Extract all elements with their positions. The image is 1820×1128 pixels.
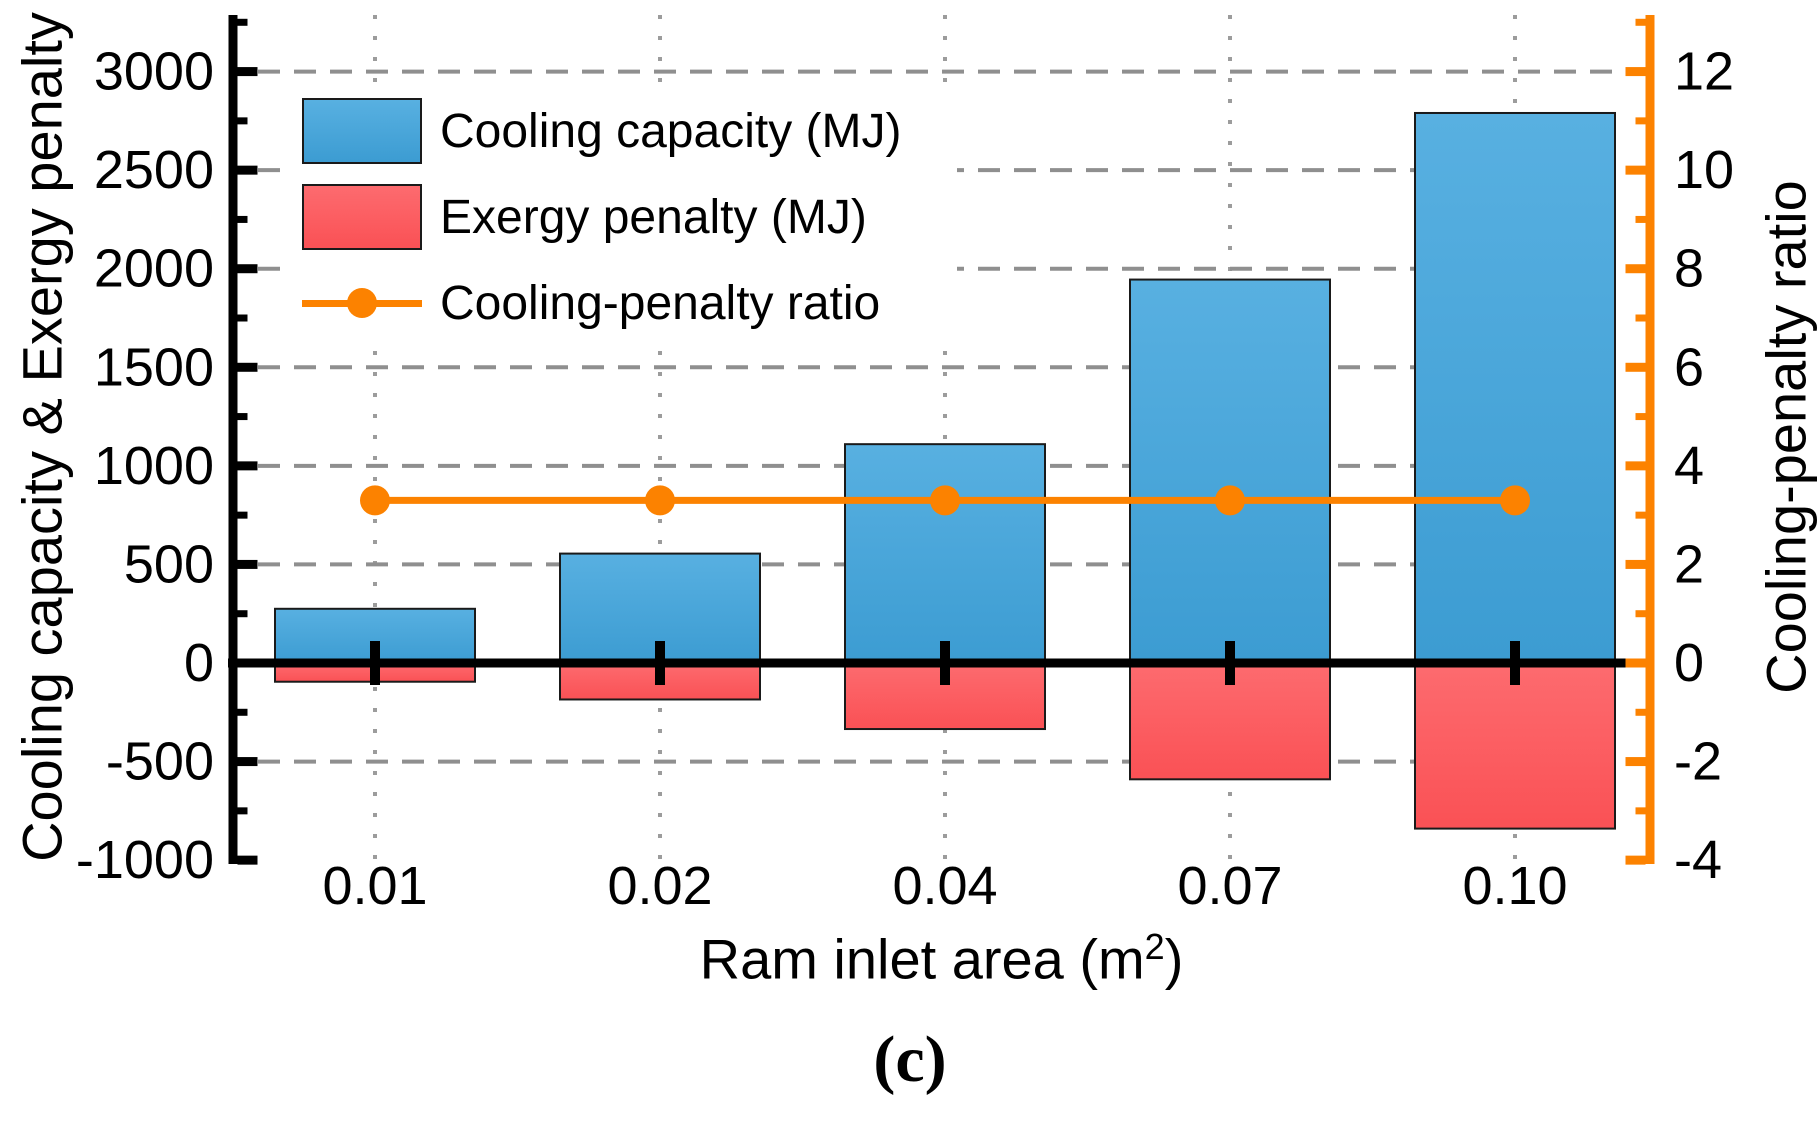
- figure-caption: (c): [873, 1023, 947, 1096]
- left-major-tick: [237, 461, 258, 471]
- x-tick-label: 0.07: [1177, 856, 1282, 916]
- legend: Cooling capacity (MJ) Exergy penalty (MJ…: [288, 84, 958, 350]
- left-major-tick: [237, 165, 258, 175]
- blue-bar-swatch-icon: [302, 98, 422, 164]
- right-major-tick: [1625, 559, 1646, 569]
- right-major-tick: [1625, 362, 1646, 372]
- left-tick-label: 1000: [94, 436, 214, 496]
- right-tick-label: 8: [1674, 239, 1704, 299]
- left-major-tick: [237, 67, 258, 77]
- right-major-tick: [1625, 461, 1646, 471]
- right-major-tick: [1625, 165, 1646, 175]
- ratio-point: [645, 485, 675, 516]
- left-minor-tick: [237, 215, 248, 223]
- x-axis-title-close: ): [1164, 927, 1184, 991]
- left-tick-label: 500: [124, 534, 214, 594]
- x-tick-label: 0.02: [607, 856, 712, 916]
- right-axis-title: Cooling-penalty ratio: [1754, 180, 1818, 694]
- x-axis-title-text: Ram inlet area (m: [699, 927, 1145, 991]
- right-major-tick: [1625, 757, 1646, 767]
- bar-cooling-capacity: [1129, 278, 1331, 664]
- right-minor-tick: [1635, 413, 1646, 421]
- left-major-tick: [237, 757, 258, 767]
- bar-cooling-capacity: [1414, 111, 1616, 665]
- right-tick-label: 2: [1674, 534, 1704, 594]
- right-tick-label: 6: [1674, 337, 1704, 397]
- x-axis-title: Ram inlet area (m2): [233, 926, 1650, 992]
- x-category-tick: [1510, 641, 1520, 685]
- ratio-point: [1215, 485, 1245, 516]
- ratio-point: [1500, 485, 1530, 516]
- left-major-tick: [237, 264, 258, 274]
- right-minor-tick: [1635, 117, 1646, 125]
- x-category-tick: [655, 641, 665, 685]
- left-minor-tick: [237, 18, 248, 26]
- x-category-tick: [1225, 641, 1235, 685]
- left-minor-tick: [237, 314, 248, 322]
- left-tick-label: 0: [184, 633, 214, 693]
- right-tick-label: 4: [1674, 436, 1704, 496]
- right-minor-tick: [1635, 511, 1646, 519]
- right-tick-label: -2: [1674, 732, 1722, 792]
- right-axis-spine: [1645, 15, 1655, 864]
- right-minor-tick: [1635, 314, 1646, 322]
- bar-exergy-penalty: [1414, 662, 1616, 830]
- right-tick-label: 10: [1674, 140, 1734, 200]
- right-minor-tick: [1635, 807, 1646, 815]
- x-tick-label: 0.04: [892, 856, 997, 916]
- right-minor-tick: [1635, 610, 1646, 618]
- bar-cooling-capacity: [844, 443, 1046, 664]
- x-axis-title-superscript: 2: [1144, 926, 1165, 967]
- left-major-tick: [237, 559, 258, 569]
- right-tick-label: 0: [1674, 633, 1704, 693]
- legend-item-cooling-capacity: Cooling capacity (MJ): [302, 98, 901, 164]
- right-tick-label: -4: [1674, 830, 1722, 890]
- right-major-tick: [1625, 67, 1646, 77]
- legend-label: Cooling capacity (MJ): [440, 104, 902, 158]
- right-major-tick: [1625, 264, 1646, 274]
- left-axis-spine: [228, 15, 238, 864]
- legend-label: Exergy penalty (MJ): [440, 190, 867, 244]
- zero-axis-line: [228, 641, 1650, 685]
- right-minor-tick: [1635, 18, 1646, 26]
- x-tick-label: 0.01: [322, 856, 427, 916]
- red-bar-swatch-icon: [302, 184, 422, 250]
- left-tick-label: 1500: [94, 337, 214, 397]
- left-tick-label: -1000: [76, 830, 214, 890]
- legend-item-exergy-penalty: Exergy penalty (MJ): [302, 184, 901, 250]
- axis-spines-and-ticks: [228, 15, 1655, 865]
- ratio-point: [930, 485, 960, 516]
- x-category-tick: [940, 641, 950, 685]
- ratio-line-series: [360, 485, 1530, 516]
- right-minor-tick: [1635, 215, 1646, 223]
- left-major-tick: [237, 855, 258, 865]
- left-tick-label: 2000: [94, 239, 214, 299]
- legend-label: Cooling-penalty ratio: [440, 276, 881, 330]
- orange-line-dot-swatch-icon: [302, 270, 422, 336]
- ratio-point: [360, 485, 390, 516]
- left-tick-label: -500: [106, 732, 214, 792]
- left-tick-label: 2500: [94, 140, 214, 200]
- left-axis-title: Cooling capacity & Exergy penalty: [10, 12, 74, 862]
- tick-labels: 3000 2500 2000 1500 1000 500 0 -500 -1000 12 10 8 6 4…: [76, 42, 1734, 916]
- right-major-tick: [1625, 855, 1646, 865]
- left-minor-tick: [237, 117, 248, 125]
- left-minor-tick: [237, 708, 248, 716]
- left-major-tick: [237, 658, 258, 668]
- right-tick-label: 12: [1674, 42, 1734, 102]
- right-major-tick: [1625, 658, 1646, 668]
- left-minor-tick: [237, 610, 248, 618]
- left-minor-tick: [237, 413, 248, 421]
- right-minor-tick: [1635, 708, 1646, 716]
- left-tick-label: 3000: [94, 42, 214, 102]
- legend-item-cooling-penalty-ratio: Cooling-penalty ratio: [302, 270, 901, 336]
- x-category-tick: [370, 641, 380, 685]
- left-major-tick: [237, 362, 258, 372]
- left-minor-tick: [237, 511, 248, 519]
- left-minor-tick: [237, 807, 248, 815]
- x-tick-label: 0.10: [1462, 856, 1567, 916]
